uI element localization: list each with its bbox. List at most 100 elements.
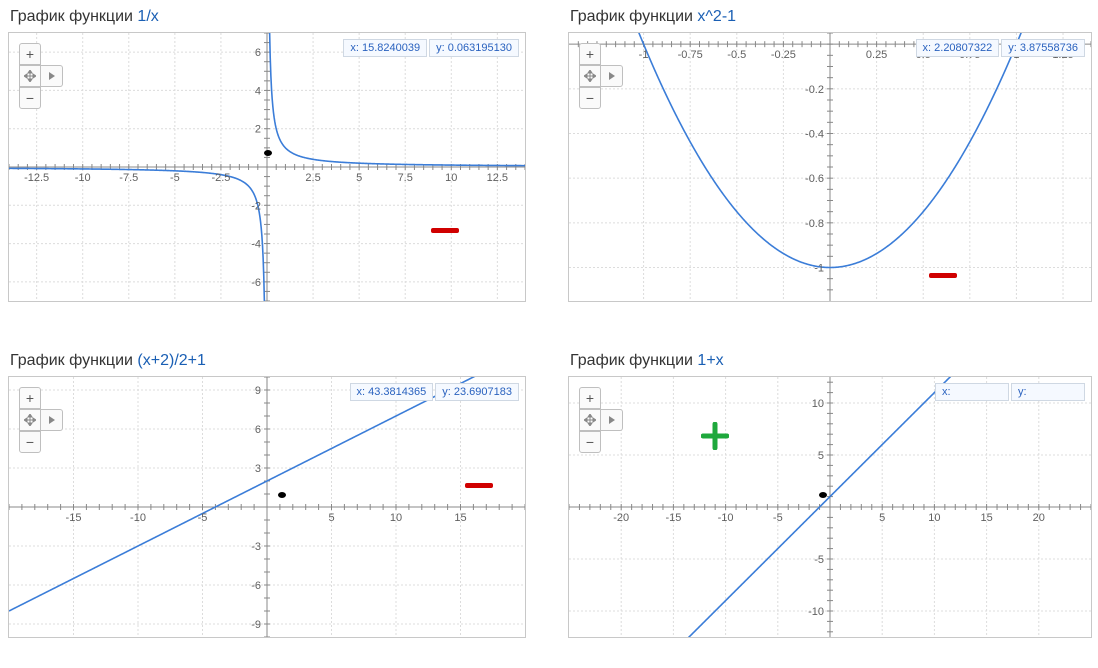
svg-text:-0.2: -0.2: [805, 84, 824, 96]
panel-title: График функции x^2-1: [570, 8, 1098, 26]
svg-text:5: 5: [328, 512, 334, 524]
svg-text:-10: -10: [718, 512, 734, 524]
zoom-controls: + −: [19, 387, 63, 453]
zoom-reset-button[interactable]: [19, 409, 41, 431]
plot-svg: -15-10-551015-9-6-3369: [9, 377, 525, 637]
title-prefix: График функции: [10, 352, 137, 369]
svg-text:10: 10: [812, 398, 824, 410]
title-prefix: График функции: [570, 8, 697, 25]
svg-text:-4: -4: [251, 239, 261, 251]
title-function: x^2-1: [697, 8, 736, 25]
plot-area[interactable]: -1-0.75-0.5-0.250.250.50.7511.25-1-0.8-0…: [568, 32, 1092, 302]
svg-text:-7.5: -7.5: [119, 172, 138, 184]
svg-text:-5: -5: [814, 554, 824, 566]
svg-text:-2.5: -2.5: [211, 172, 230, 184]
svg-text:10: 10: [445, 172, 457, 184]
zoom-out-button[interactable]: −: [579, 431, 601, 453]
svg-text:5: 5: [356, 172, 362, 184]
svg-text:-15: -15: [665, 512, 681, 524]
svg-text:-20: -20: [613, 512, 629, 524]
zoom-right-button[interactable]: [601, 409, 623, 431]
svg-text:-6: -6: [251, 580, 261, 592]
title-function: 1+x: [697, 352, 723, 369]
plot-panel-p1: График функции 1/x -12.5 -10 -7.5 -5 -2.5 2.5…: [8, 8, 548, 302]
svg-text:10: 10: [928, 512, 940, 524]
svg-text:-0.6: -0.6: [805, 173, 824, 185]
plot-area[interactable]: -12.5-10-7.5-5-2.52.557.51012.5-6-4-2246…: [8, 32, 526, 302]
coord-y: y: 3.87558736: [1001, 39, 1085, 57]
svg-text:2.5: 2.5: [305, 172, 320, 184]
svg-text:-5: -5: [198, 512, 208, 524]
plot-panel-p2: График функции x^2-1 -1-0.75-0.5-0.250.2…: [568, 8, 1098, 302]
zoom-reset-button[interactable]: [579, 65, 601, 87]
zoom-right-button[interactable]: [601, 65, 623, 87]
coord-y: y: 23.6907183: [435, 383, 519, 401]
zoom-in-button[interactable]: +: [579, 387, 601, 409]
svg-text:-15: -15: [66, 512, 82, 524]
svg-text:9: 9: [255, 385, 261, 397]
zoom-in-button[interactable]: +: [19, 387, 41, 409]
svg-text:5: 5: [818, 450, 824, 462]
zoom-reset-button[interactable]: [19, 65, 41, 87]
svg-text:-0.75: -0.75: [678, 49, 703, 61]
svg-text:-9: -9: [251, 619, 261, 631]
svg-text:-6: -6: [251, 277, 261, 289]
svg-text:-0.5: -0.5: [727, 49, 746, 61]
svg-text:-2: -2: [251, 200, 261, 212]
svg-text:10: 10: [390, 512, 402, 524]
svg-text:-1: -1: [814, 263, 824, 275]
coord-x: x: 15.8240039: [343, 39, 427, 57]
svg-text:3: 3: [255, 463, 261, 475]
svg-text:12.5: 12.5: [487, 172, 508, 184]
coord-readout: x: 2.20807322 y: 3.87558736: [916, 39, 1085, 57]
plot-area[interactable]: -15-10-551015-9-6-3369 + − x: 43.3814365: [8, 376, 526, 638]
zoom-controls: + −: [579, 43, 623, 109]
svg-text:-0.8: -0.8: [805, 218, 824, 230]
coord-y: y:: [1011, 383, 1085, 401]
svg-text:7.5: 7.5: [398, 172, 413, 184]
plot-panel-p4: График функции 1+x -20 -15 -10 -5 5 10 15 20 -10…: [568, 352, 1098, 638]
svg-text:15: 15: [454, 512, 466, 524]
plot-svg: -1-0.75-0.5-0.250.250.50.7511.25-1-0.8-0…: [569, 33, 1091, 301]
panel-title: График функции (x+2)/2+1: [10, 352, 548, 370]
svg-text:-0.25: -0.25: [771, 49, 796, 61]
zoom-controls: + −: [19, 43, 63, 109]
zoom-out-button[interactable]: −: [19, 87, 41, 109]
svg-text:6: 6: [255, 424, 261, 436]
svg-text:4: 4: [255, 85, 261, 97]
zoom-reset-button[interactable]: [579, 409, 601, 431]
svg-text:-10: -10: [75, 172, 91, 184]
svg-text:15: 15: [980, 512, 992, 524]
coord-readout: x: 43.3814365 y: 23.6907183: [350, 383, 519, 401]
plot-area[interactable]: -20-15-10-55101520-10-5510 + − x: y: [568, 376, 1092, 638]
title-prefix: График функции: [570, 352, 697, 369]
zoom-in-button[interactable]: +: [19, 43, 41, 65]
zoom-right-button[interactable]: [41, 65, 63, 87]
svg-text:20: 20: [1033, 512, 1045, 524]
zoom-out-button[interactable]: −: [579, 87, 601, 109]
svg-text:-5: -5: [773, 512, 783, 524]
svg-text:-10: -10: [808, 606, 824, 618]
zoom-in-button[interactable]: +: [579, 43, 601, 65]
svg-text:-1: -1: [639, 49, 649, 61]
svg-text:-0.4: -0.4: [805, 129, 824, 141]
svg-text:-12.5: -12.5: [24, 172, 49, 184]
zoom-out-button[interactable]: −: [19, 431, 41, 453]
coord-x: x: 2.20807322: [916, 39, 1000, 57]
coord-x: x: 43.3814365: [350, 383, 434, 401]
plot-svg: -20 -15 -10 -5 5 10 15 20 -10 -5 5 10: [569, 377, 1091, 637]
plot-panel-p3: График функции (x+2)/2+1 -15 -10 -5 5 10 15 -9…: [8, 352, 548, 638]
title-function: (x+2)/2+1: [137, 352, 205, 369]
coord-x: x:: [935, 383, 1009, 401]
panel-title: График функции 1+x: [570, 352, 1098, 370]
svg-text:-10: -10: [130, 512, 146, 524]
svg-text:6: 6: [255, 47, 261, 59]
coord-readout: x: 15.8240039 y: 0.063195130: [343, 39, 519, 57]
title-function: 1/x: [137, 8, 158, 25]
panel-title: График функции 1/x: [10, 8, 548, 26]
zoom-right-button[interactable]: [41, 409, 63, 431]
svg-text:5: 5: [879, 512, 885, 524]
coord-y: y: 0.063195130: [429, 39, 519, 57]
svg-text:-5: -5: [170, 172, 180, 184]
zoom-controls: + −: [579, 387, 623, 453]
